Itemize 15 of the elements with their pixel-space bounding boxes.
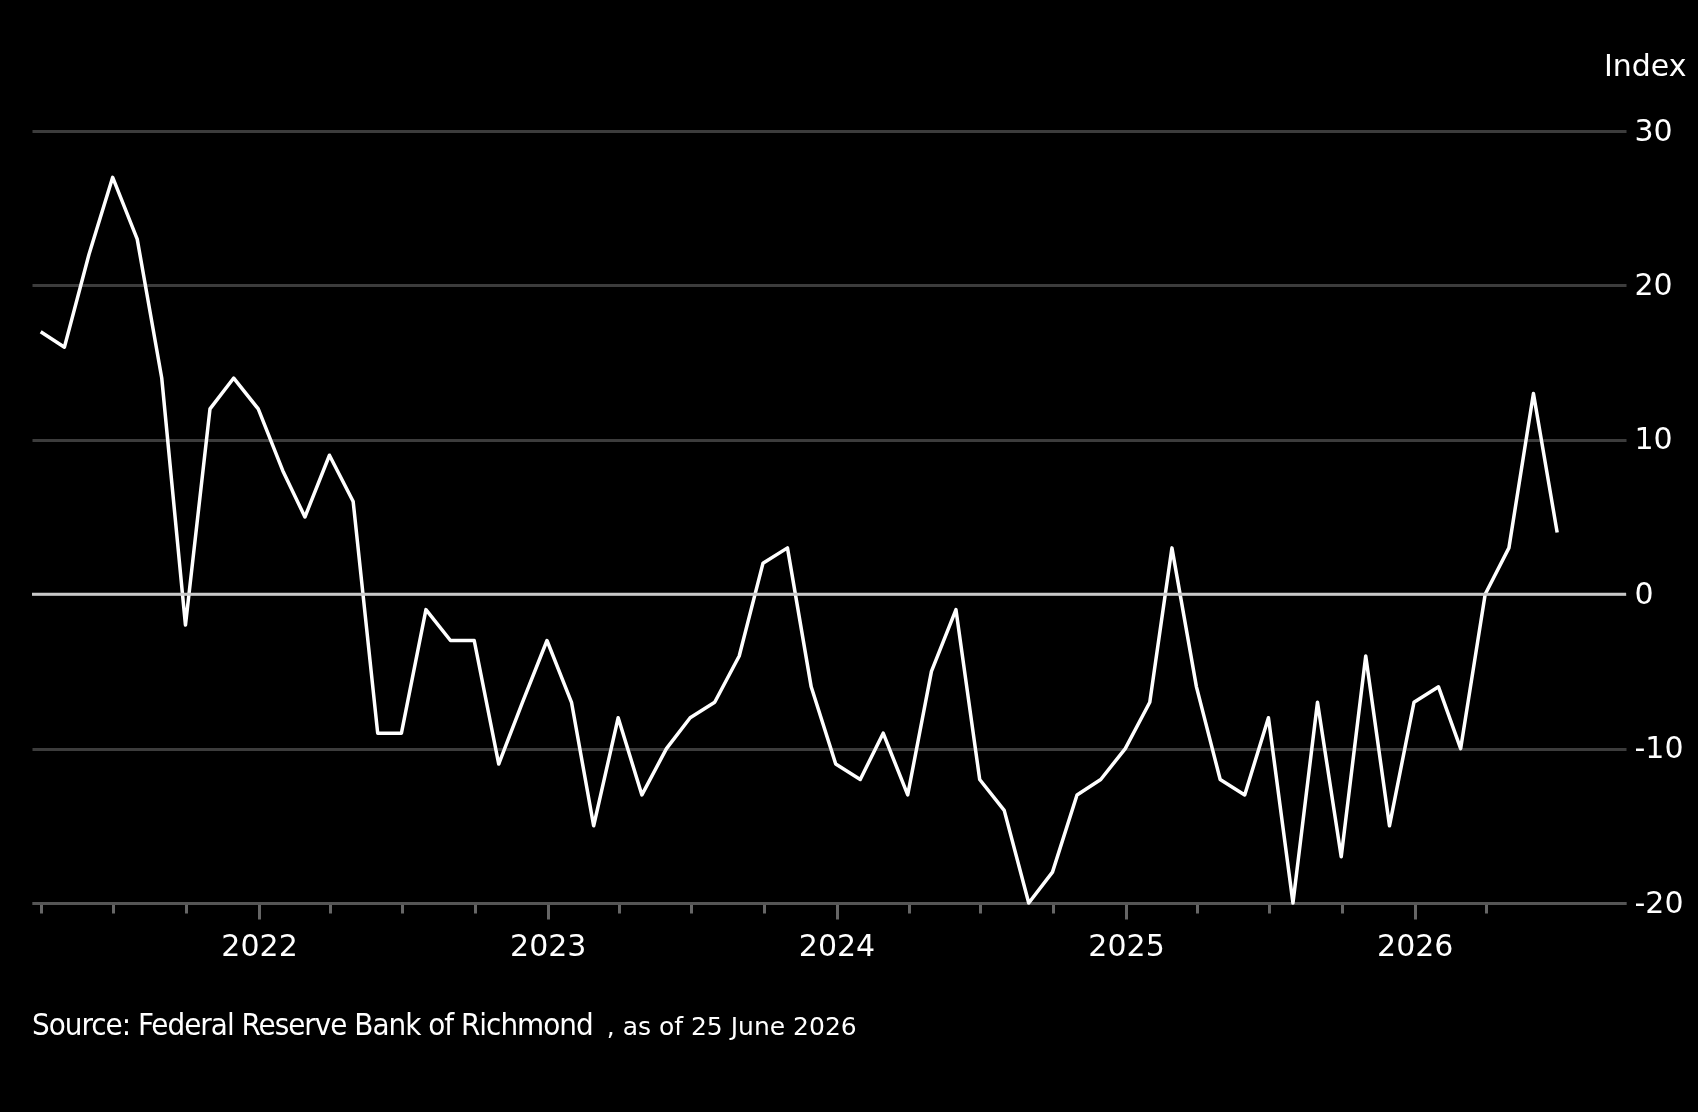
- x-tick-label: 2022: [221, 927, 298, 963]
- y-tick-label: 0: [1634, 575, 1654, 611]
- line-series: [38, 175, 1559, 905]
- x-tick-label: 2023: [510, 927, 587, 963]
- x-tick-label: 2025: [1088, 927, 1165, 963]
- y-tick-label: 10: [1634, 421, 1673, 457]
- x-tick-label: 2024: [798, 927, 876, 963]
- y-tick-label: 20: [1634, 266, 1673, 302]
- y-axis-title: Index: [1603, 47, 1687, 83]
- text: , as of 25 June 2026: [606, 1012, 857, 1041]
- y-tick-label: -10: [1634, 730, 1684, 766]
- source-note: Source: Federal Reserve Bank of Richmond: [32, 1006, 593, 1042]
- y-tick-label: 30: [1634, 112, 1673, 148]
- x-tick-label: 2026: [1377, 927, 1454, 963]
- y-tick-label: -20: [1634, 884, 1684, 920]
